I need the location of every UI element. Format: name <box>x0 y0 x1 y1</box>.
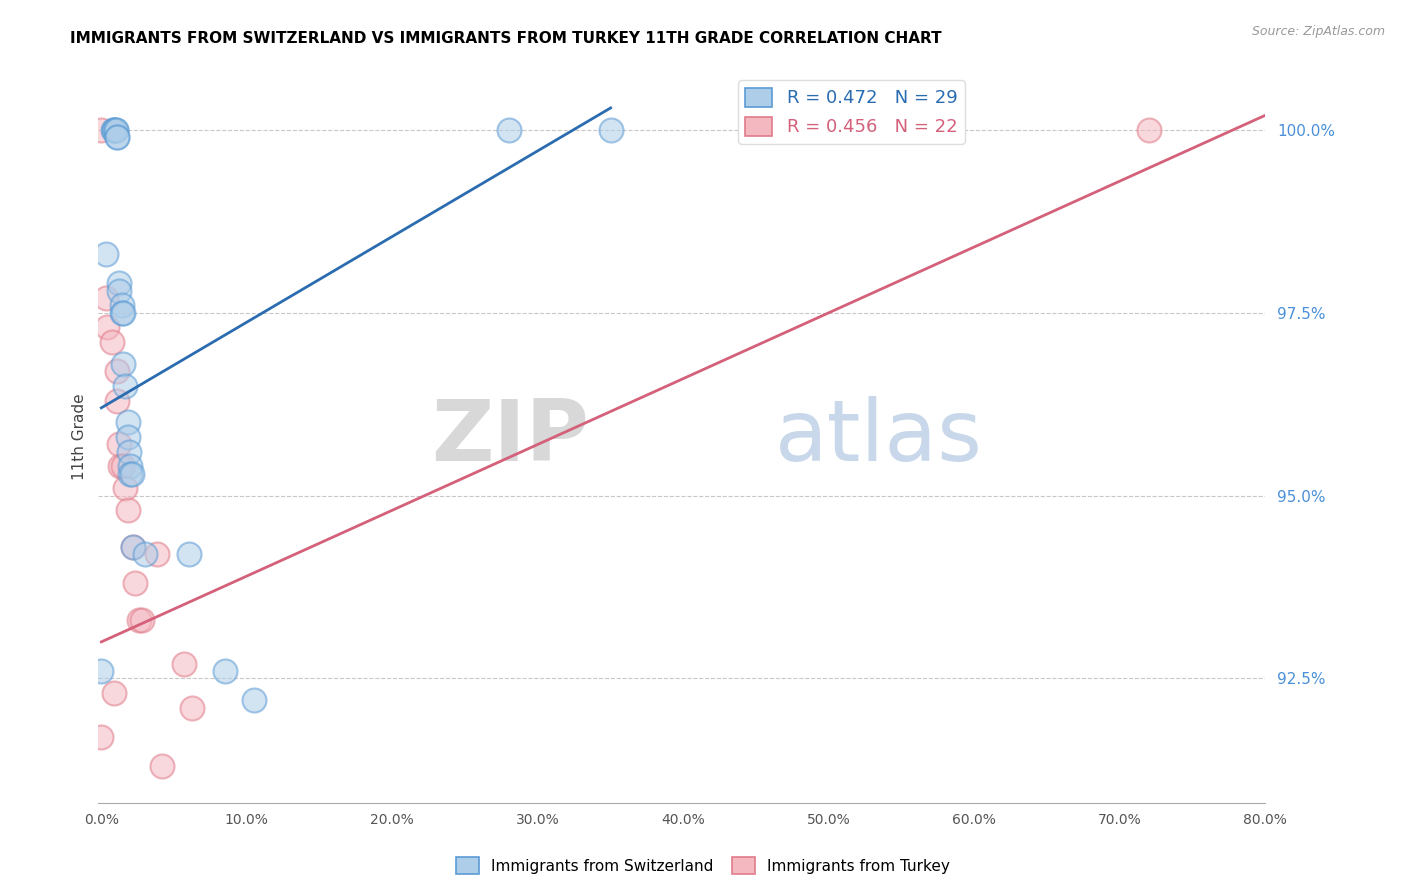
Point <box>124 576 146 591</box>
Point <box>104 123 127 137</box>
Point <box>131 613 153 627</box>
Point <box>103 686 125 700</box>
Text: ZIP: ZIP <box>430 395 589 479</box>
Point <box>111 306 134 320</box>
Point <box>90 123 112 137</box>
Point <box>145 547 167 561</box>
Point <box>122 540 145 554</box>
Point <box>152 759 174 773</box>
Point <box>112 459 135 474</box>
Point <box>94 291 117 305</box>
Point <box>498 123 520 137</box>
Point <box>114 481 136 495</box>
Point <box>105 364 128 378</box>
Legend: R = 0.472   N = 29, R = 0.456   N = 22: R = 0.472 N = 29, R = 0.456 N = 22 <box>738 80 965 144</box>
Point <box>114 379 136 393</box>
Point <box>90 730 112 744</box>
Point <box>177 547 200 561</box>
Point <box>107 284 129 298</box>
Point <box>122 540 145 554</box>
Point <box>111 298 134 312</box>
Point <box>103 123 125 137</box>
Point <box>94 247 117 261</box>
Point <box>105 130 128 145</box>
Point <box>180 700 202 714</box>
Point <box>110 459 132 474</box>
Text: Source: ZipAtlas.com: Source: ZipAtlas.com <box>1251 25 1385 38</box>
Text: IMMIGRANTS FROM SWITZERLAND VS IMMIGRANTS FROM TURKEY 11TH GRADE CORRELATION CHA: IMMIGRANTS FROM SWITZERLAND VS IMMIGRANT… <box>70 31 942 46</box>
Point <box>117 416 139 430</box>
Point <box>105 393 128 408</box>
Point <box>112 306 135 320</box>
Point <box>214 664 236 678</box>
Point <box>128 613 150 627</box>
Point <box>107 437 129 451</box>
Point <box>1137 123 1160 137</box>
Point <box>96 320 118 334</box>
Point <box>104 123 127 137</box>
Point <box>103 123 125 137</box>
Point <box>134 547 156 561</box>
Point <box>107 277 129 291</box>
Point <box>105 130 128 145</box>
Point <box>121 467 143 481</box>
Point <box>101 123 124 137</box>
Point <box>117 503 139 517</box>
Point <box>112 357 135 371</box>
Legend: Immigrants from Switzerland, Immigrants from Turkey: Immigrants from Switzerland, Immigrants … <box>450 851 956 880</box>
Point <box>117 430 139 444</box>
Point <box>173 657 195 671</box>
Point <box>243 693 266 707</box>
Point <box>118 444 141 458</box>
Text: atlas: atlas <box>775 395 983 479</box>
Point <box>100 334 122 349</box>
Point <box>120 467 142 481</box>
Point <box>599 123 621 137</box>
Point <box>90 664 112 678</box>
Y-axis label: 11th Grade: 11th Grade <box>72 393 87 481</box>
Point <box>120 459 142 474</box>
